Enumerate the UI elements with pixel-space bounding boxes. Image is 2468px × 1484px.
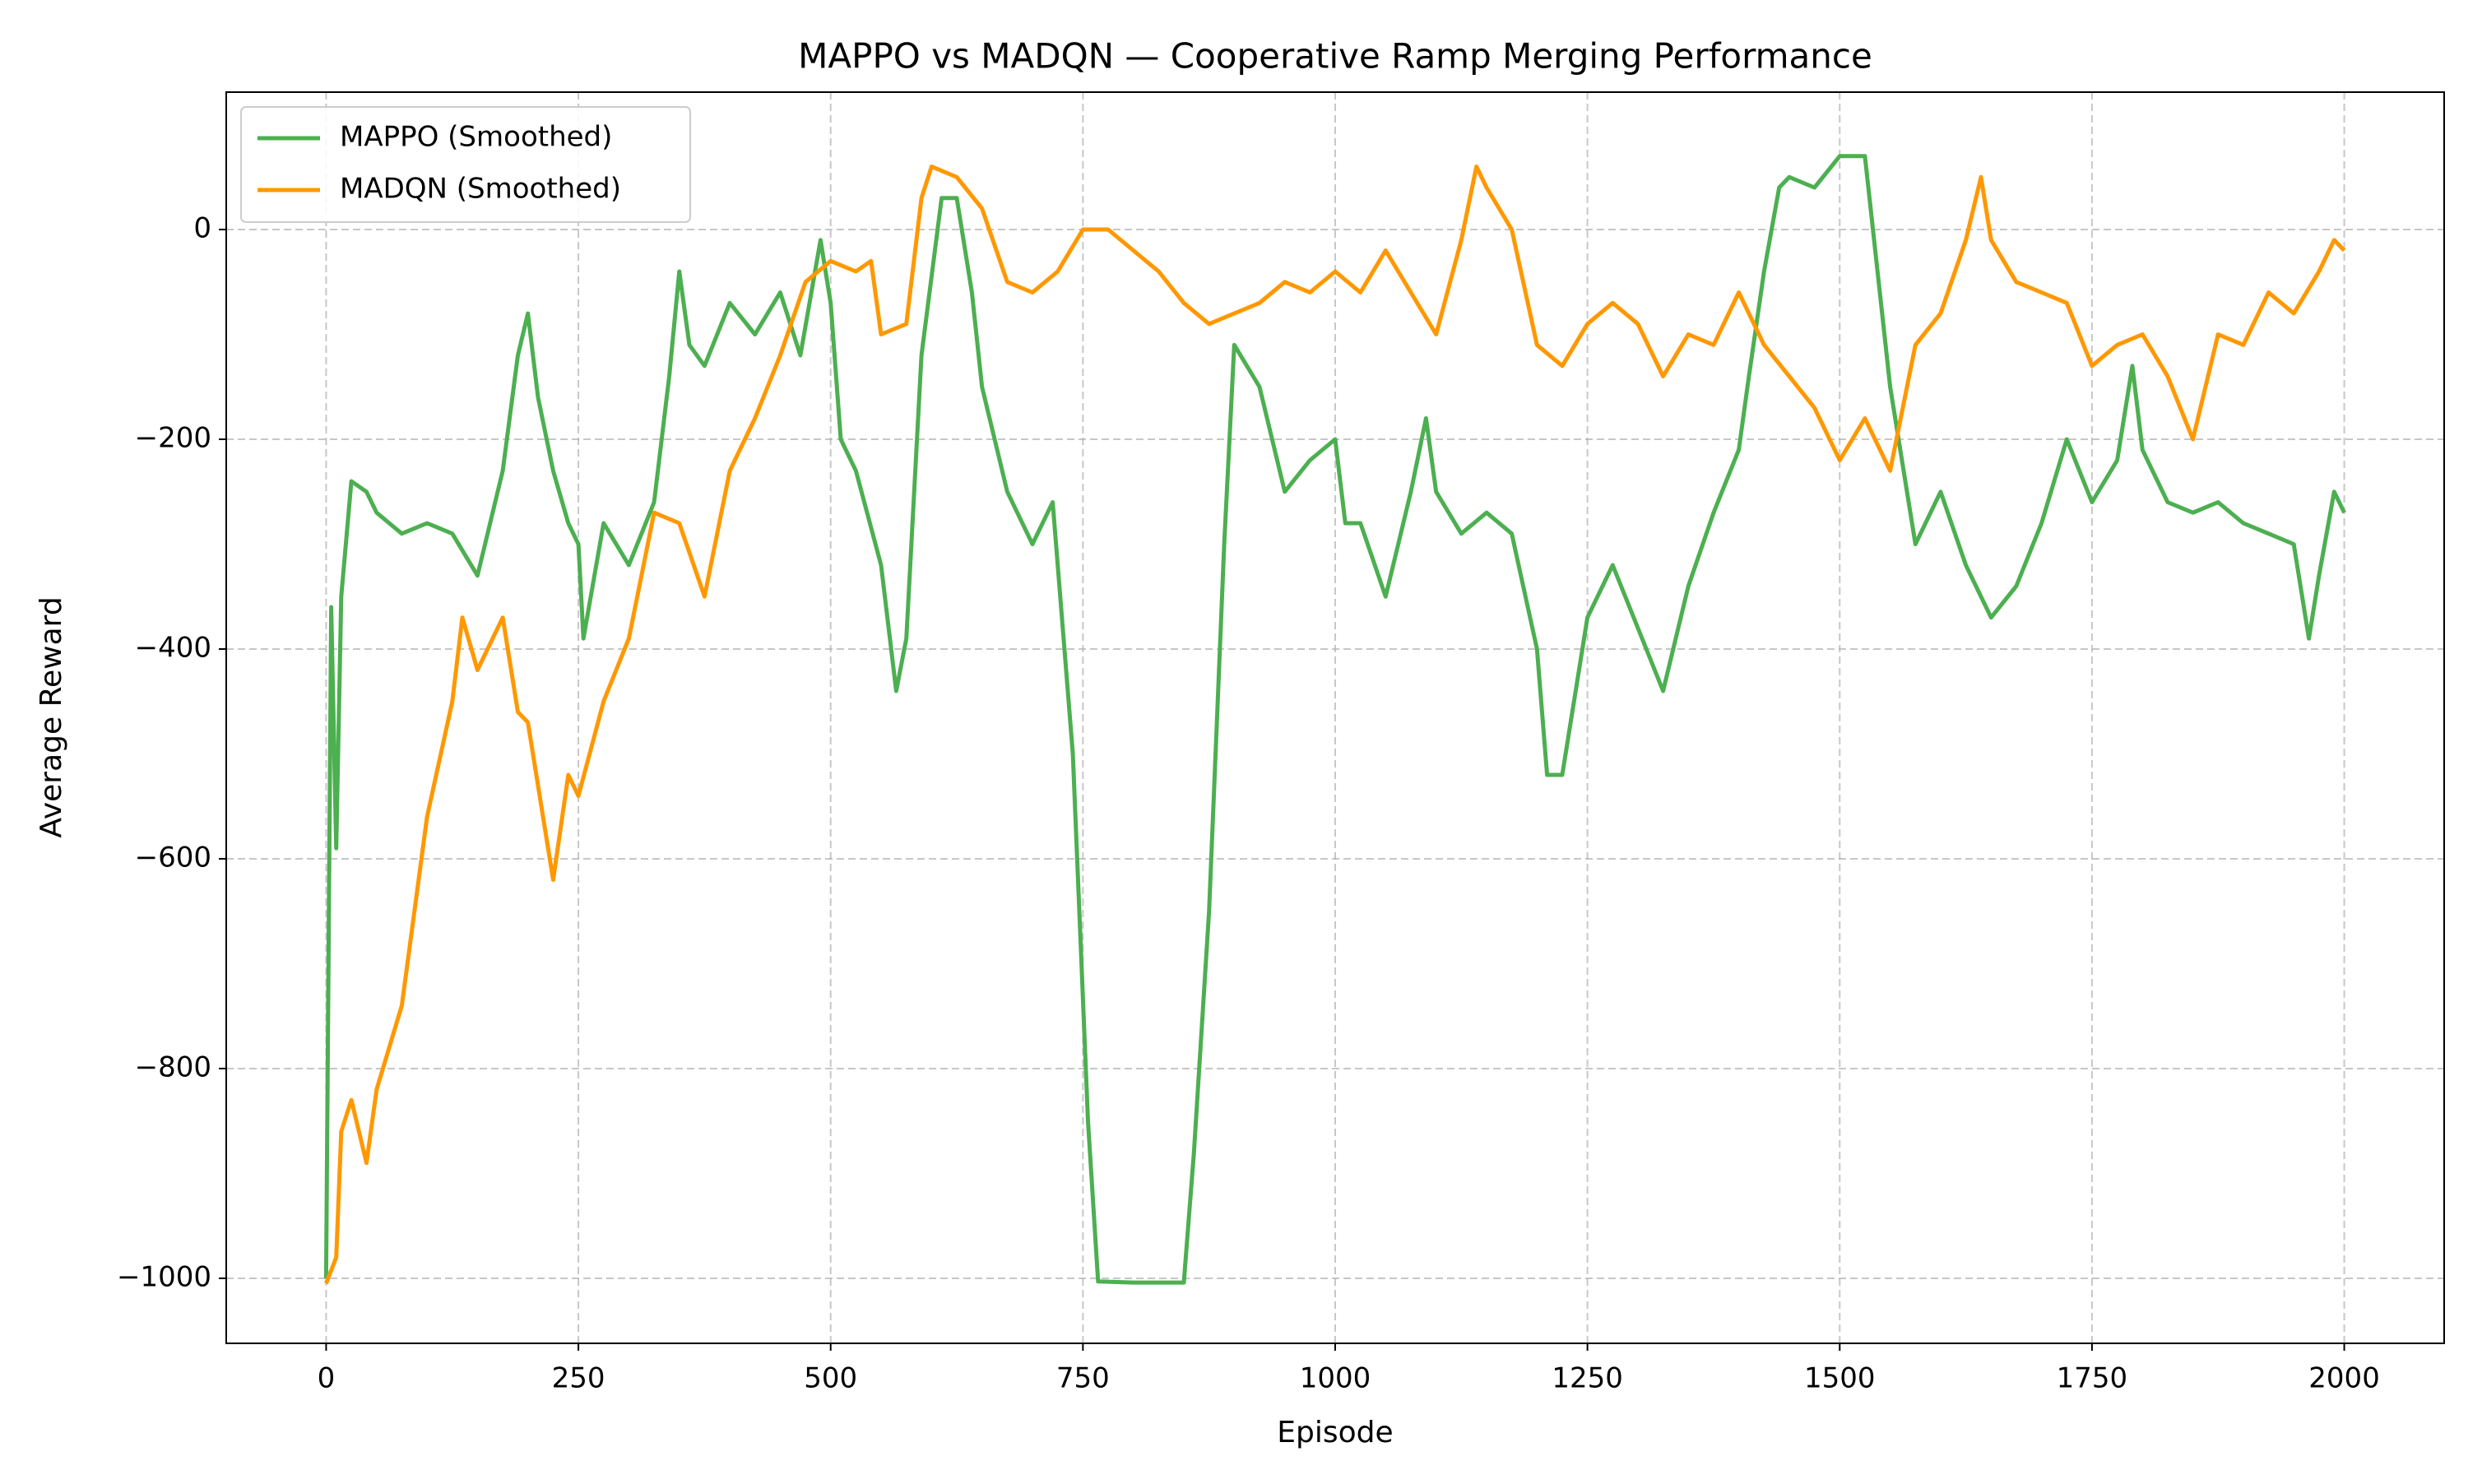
y-tick-label: −1000: [117, 1260, 211, 1293]
x-tick-label: 2000: [2308, 1362, 2380, 1395]
x-tick-label: 1000: [1300, 1362, 1371, 1395]
x-tick-label: 1250: [1552, 1362, 1623, 1395]
y-tick-label: −400: [135, 631, 211, 664]
y-tick-label: −200: [135, 422, 211, 455]
y-tick-label: −600: [135, 841, 211, 874]
x-tick-label: 1750: [2057, 1362, 2128, 1395]
x-axis-label: Episode: [1277, 1416, 1393, 1449]
legend-label: MADQN (Smoothed): [340, 173, 621, 206]
y-tick-label: 0: [193, 212, 211, 245]
chart-title: MAPPO vs MADQN — Cooperative Ramp Mergin…: [798, 36, 1872, 77]
y-tick-label: −800: [135, 1050, 211, 1083]
x-tick-label: 500: [804, 1362, 857, 1395]
legend-label: MAPPO (Smoothed): [340, 121, 612, 154]
x-tick-label: 1500: [1804, 1362, 1876, 1395]
legend-box: [240, 106, 691, 223]
x-tick-label: 250: [552, 1362, 605, 1395]
x-tick-label: 0: [318, 1362, 336, 1395]
y-axis-label: Average Reward: [35, 596, 68, 837]
line-series: [324, 165, 2346, 1285]
line-series: [323, 154, 2346, 1285]
plot-frame: [225, 91, 2445, 1344]
x-tick-label: 750: [1056, 1362, 1110, 1395]
